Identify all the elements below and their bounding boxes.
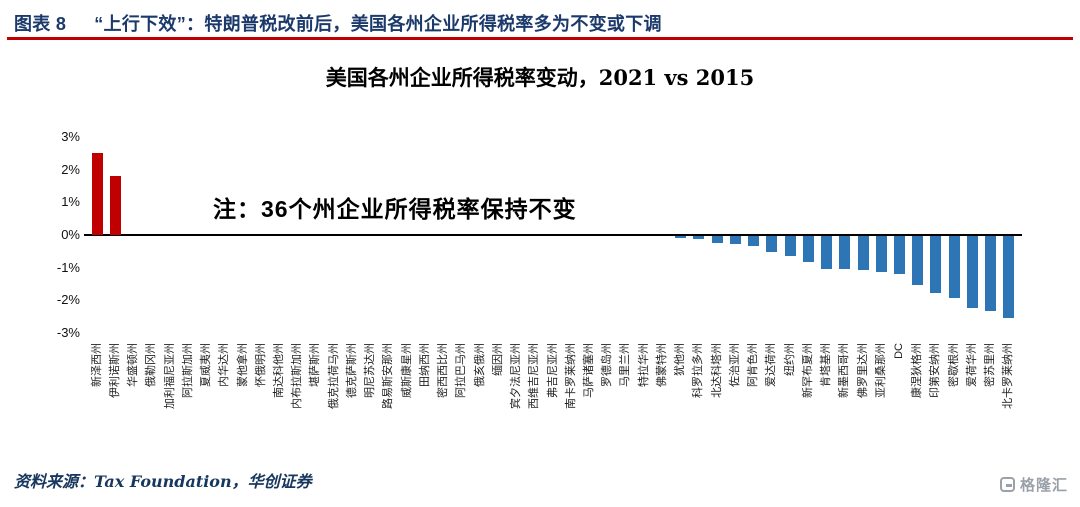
gelonghui-icon (999, 477, 1015, 492)
bar-decrease (711, 236, 723, 243)
bar-increase (91, 153, 103, 235)
x-axis-label: 弗吉尼亚州 (546, 343, 559, 398)
x-axis-label: 亚利桑那州 (874, 343, 887, 398)
x-axis-label: 俄克拉荷马州 (327, 343, 340, 409)
x-axis-label: 佛罗里达州 (856, 343, 869, 398)
bar-decrease (729, 236, 741, 245)
figure-header: 图表 8 “上行下效”：特朗普税改前后，美国各州企业所得税率多为不变或下调 (14, 10, 662, 36)
x-axis-label: 明尼苏达州 (364, 343, 377, 398)
bar-decrease (675, 236, 687, 238)
x-axis-line (84, 234, 1022, 236)
bar-decrease (966, 236, 978, 308)
x-axis-label: 蒙他拿州 (236, 343, 249, 387)
y-tick-label: -2% (56, 292, 80, 308)
y-tick-label: -3% (56, 325, 80, 340)
x-axis-label: 新墨西哥州 (838, 343, 851, 398)
x-axis-label: 马里兰州 (619, 343, 632, 387)
x-axis-label: 阿拉斯加州 (181, 343, 194, 398)
bar-decrease (1003, 236, 1015, 318)
x-axis-label: 佛蒙特州 (655, 343, 668, 387)
source-line: 资料来源：Tax Foundation，华创证券 (14, 468, 312, 492)
x-axis-label: 纽约州 (783, 343, 796, 376)
bar-decrease (784, 236, 796, 256)
x-axis-label: 田纳西州 (418, 343, 431, 387)
bar-decrease (857, 236, 869, 271)
x-axis-label: 北卡罗莱纳州 (1002, 343, 1015, 409)
chart-annotation: 注：36个州企业所得税率保持不变 (213, 196, 577, 222)
x-axis-label: 阿肯色州 (747, 343, 760, 387)
x-axis-label: 威斯康星州 (400, 343, 413, 398)
x-axis-label: 特拉华州 (637, 343, 650, 387)
x-axis-label: 怀俄明州 (254, 343, 267, 387)
x-axis-label: 爱荷华州 (965, 343, 978, 387)
bar-decrease (766, 236, 778, 253)
x-axis-label: 路易斯安那州 (382, 343, 395, 409)
x-axis-label: 新罕布夏州 (801, 343, 814, 398)
x-axis-label: 爱达荷州 (765, 343, 778, 387)
figure-title: “上行下效”：特朗普税改前后，美国各州企业所得税率多为不变或下调 (94, 14, 662, 34)
chart-title: 美国各州企业所得税率变动，2021 vs 2015 (325, 65, 755, 90)
x-axis-label: 俄勒冈州 (145, 343, 158, 387)
x-axis-label: 南卡罗莱纳州 (564, 343, 577, 409)
x-axis-label: 内华达州 (218, 343, 231, 387)
y-tick-label: 0% (61, 227, 80, 242)
x-axis-label: 阿拉巴马州 (455, 343, 468, 398)
x-axis-label: 加利福尼亚州 (163, 343, 176, 409)
x-axis-label: 缅因州 (491, 343, 504, 376)
bar-decrease (693, 236, 705, 240)
bar-increase (109, 176, 121, 235)
bar-decrease (802, 236, 814, 263)
x-axis-label: 堪萨斯州 (309, 343, 322, 387)
x-axis-label: 密歇根州 (947, 343, 960, 387)
bar-decrease (893, 236, 905, 274)
x-axis-label: 科罗拉多州 (692, 343, 705, 398)
bar-decrease (930, 236, 942, 294)
x-axis-label: 夏威夷州 (200, 343, 213, 387)
bar-decrease (985, 236, 997, 312)
bar-decrease (912, 236, 924, 285)
x-axis-label: 印第安纳州 (929, 343, 942, 398)
header-divider (7, 37, 1073, 40)
x-axis-label: 华盛顿州 (127, 343, 140, 387)
y-tick-label: 2% (61, 161, 80, 177)
x-axis-label: 康涅狄格州 (911, 343, 924, 398)
x-axis-label: 密苏里州 (984, 343, 997, 387)
figure-number: 图表 8 (14, 14, 67, 34)
x-axis-label: DC (892, 343, 905, 359)
source-text: 资料来源：Tax Foundation，华创证券 (14, 472, 312, 491)
x-axis-label: 内布拉斯加州 (291, 343, 304, 409)
bar-decrease (821, 236, 833, 269)
gelonghui-watermark: 格隆汇 (999, 474, 1068, 495)
x-axis-label: 佐治亚州 (728, 343, 741, 387)
x-axis-label: 宾夕法尼亚州 (510, 343, 523, 409)
x-axis-label: 罗德岛州 (601, 343, 614, 387)
x-axis-label: 西维吉尼亚州 (528, 343, 541, 409)
bar-decrease (748, 236, 760, 246)
y-tick-label: -1% (56, 259, 80, 275)
x-axis-label: 马萨诸塞州 (582, 343, 595, 398)
x-axis-label: 德克萨斯州 (345, 343, 358, 398)
bar-decrease (948, 236, 960, 299)
gelonghui-label: 格隆汇 (1019, 477, 1068, 494)
x-axis-label: 新泽西州 (90, 343, 103, 387)
x-axis-label: 南达科他州 (272, 343, 285, 398)
x-axis-label: 犹他州 (674, 343, 687, 376)
x-axis-label: 伊利诺斯州 (108, 343, 121, 398)
x-axis-label: 肯塔基州 (820, 343, 833, 387)
y-tick-label: 1% (61, 194, 80, 210)
y-tick-label: 3% (61, 129, 80, 144)
bar-decrease (839, 236, 851, 269)
x-axis-label: 俄亥俄州 (473, 343, 486, 387)
x-axis-label: 北达科塔州 (710, 343, 723, 398)
x-axis-label: 密西西比州 (437, 343, 450, 398)
bar-decrease (875, 236, 887, 272)
